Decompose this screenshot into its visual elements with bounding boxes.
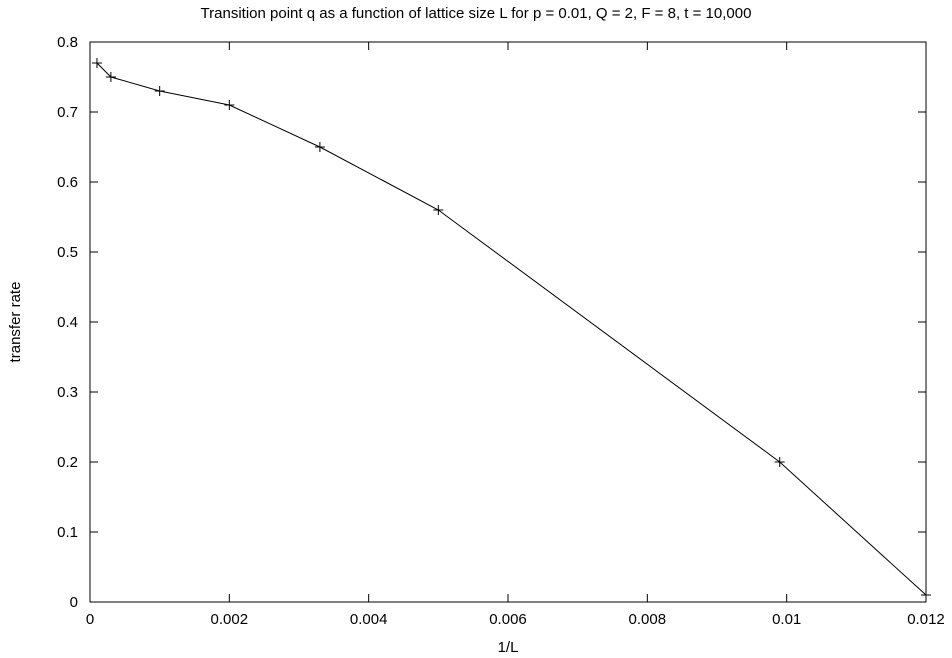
data-point [91, 58, 102, 68]
x-axis-label: 1/L [498, 639, 519, 656]
data-point [224, 100, 235, 110]
x-tick-label: 0.012 [907, 611, 945, 628]
x-tick-label: 0.002 [211, 611, 249, 628]
y-tick-label: 0.5 [57, 244, 78, 261]
data-point [314, 142, 325, 152]
y-tick-label: 0.7 [57, 104, 78, 121]
data-point [105, 72, 116, 82]
y-tick-label: 0.2 [57, 454, 78, 471]
data-point [154, 86, 165, 96]
series-line [96, 62, 927, 596]
y-axis-label: transfer rate [7, 282, 24, 363]
series-layer [91, 58, 931, 600]
x-tick-label: 0.006 [489, 611, 527, 628]
x-tick-label: 0 [86, 611, 94, 628]
x-tick-label: 0.01 [772, 611, 801, 628]
y-tick-label: 0.3 [57, 384, 78, 401]
data-point [433, 205, 444, 215]
y-tick-label: 0 [70, 594, 78, 611]
plot-frame [89, 41, 927, 603]
data-point [921, 590, 931, 600]
x-axis: 0 0.002 0.004 0.006 0.008 0.01 0.012 [86, 42, 945, 628]
chart-title: Transition point q as a function of latt… [201, 5, 752, 22]
data-point [774, 457, 785, 467]
x-tick-label: 0.008 [629, 611, 667, 628]
y-tick-label: 0.1 [57, 524, 78, 541]
x-tick-label: 0.004 [350, 611, 388, 628]
y-tick-label: 0.6 [57, 174, 78, 191]
y-tick-label: 0.8 [57, 34, 78, 51]
y-axis: 0 0.1 0.2 0.3 0.4 0.5 0.6 0.7 0.8 [57, 34, 926, 611]
y-tick-label: 0.4 [57, 314, 78, 331]
